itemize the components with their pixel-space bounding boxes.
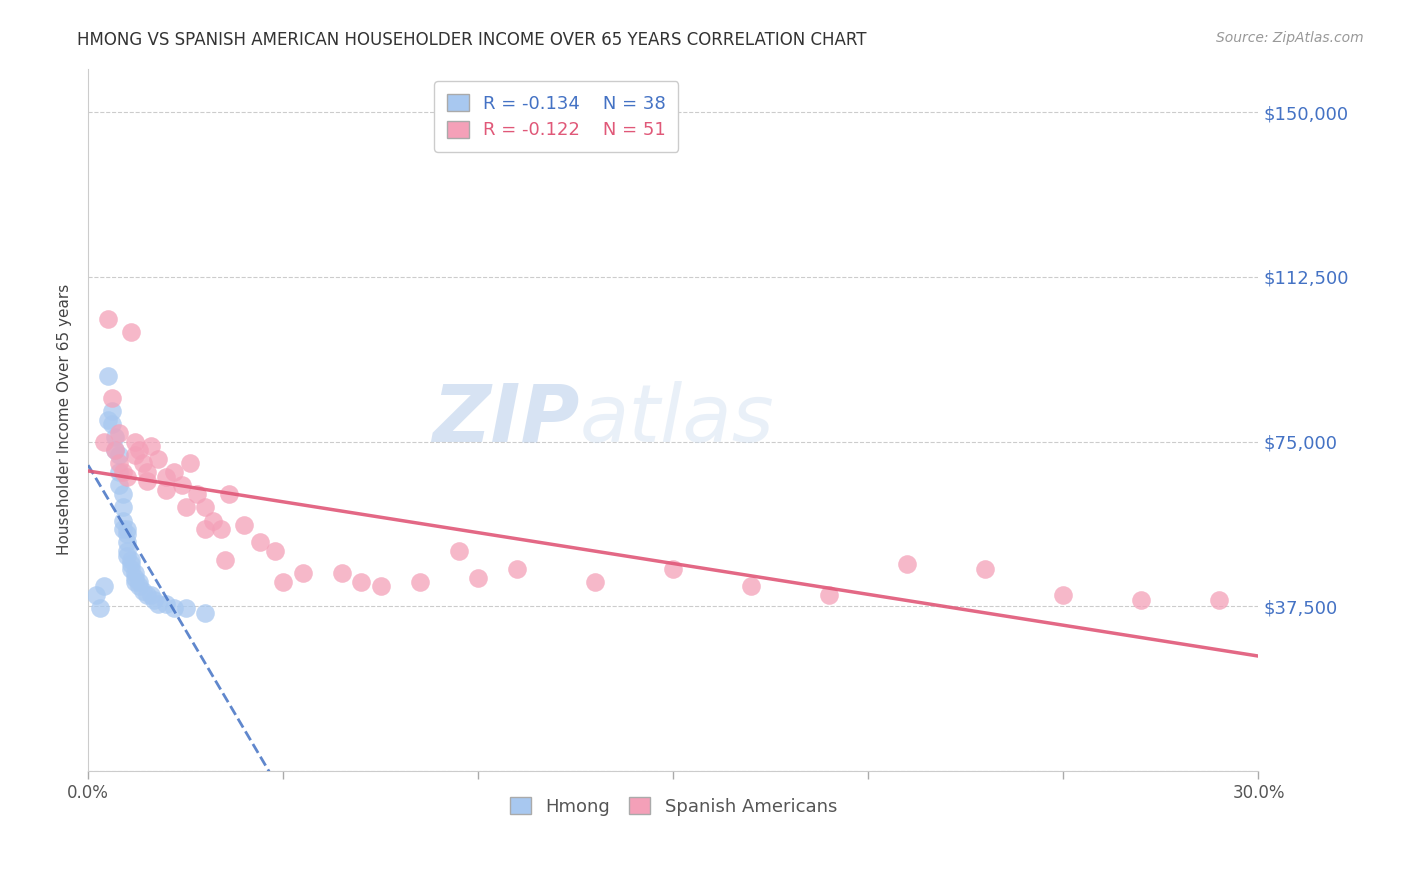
Point <box>124 434 146 449</box>
Point <box>214 553 236 567</box>
Point <box>174 601 197 615</box>
Point <box>112 522 135 536</box>
Point <box>112 500 135 515</box>
Point <box>818 588 841 602</box>
Point <box>89 601 111 615</box>
Text: Source: ZipAtlas.com: Source: ZipAtlas.com <box>1216 31 1364 45</box>
Point <box>135 588 157 602</box>
Point <box>120 558 142 572</box>
Point <box>662 562 685 576</box>
Y-axis label: Householder Income Over 65 years: Householder Income Over 65 years <box>58 284 72 555</box>
Point <box>128 579 150 593</box>
Point <box>115 522 138 536</box>
Point <box>1052 588 1074 602</box>
Point <box>194 522 217 536</box>
Point <box>120 553 142 567</box>
Point <box>139 439 162 453</box>
Point <box>108 465 131 479</box>
Point <box>124 571 146 585</box>
Point <box>124 574 146 589</box>
Point <box>124 566 146 581</box>
Point <box>143 592 166 607</box>
Point <box>201 514 224 528</box>
Text: ZIP: ZIP <box>432 381 579 458</box>
Point <box>370 579 392 593</box>
Legend: Hmong, Spanish Americans: Hmong, Spanish Americans <box>501 788 846 825</box>
Point <box>350 574 373 589</box>
Point <box>115 535 138 549</box>
Point <box>115 544 138 558</box>
Point <box>115 549 138 563</box>
Point <box>93 434 115 449</box>
Point <box>155 483 177 497</box>
Point <box>163 601 186 615</box>
Point <box>108 425 131 440</box>
Point <box>233 517 256 532</box>
Point <box>163 465 186 479</box>
Point <box>124 448 146 462</box>
Point <box>330 566 353 581</box>
Point <box>583 574 606 589</box>
Point <box>218 487 240 501</box>
Point <box>93 579 115 593</box>
Point <box>249 535 271 549</box>
Point <box>409 574 432 589</box>
Point <box>291 566 314 581</box>
Point <box>186 487 208 501</box>
Point <box>139 588 162 602</box>
Point <box>896 558 918 572</box>
Point <box>104 443 127 458</box>
Point <box>120 562 142 576</box>
Point <box>148 452 170 467</box>
Point <box>179 457 201 471</box>
Point <box>115 469 138 483</box>
Point <box>740 579 762 593</box>
Point <box>155 597 177 611</box>
Point <box>128 443 150 458</box>
Point <box>97 412 120 426</box>
Point <box>132 583 155 598</box>
Point <box>112 514 135 528</box>
Point <box>148 597 170 611</box>
Point <box>100 417 122 431</box>
Point <box>974 562 997 576</box>
Point <box>264 544 287 558</box>
Point <box>112 465 135 479</box>
Point <box>467 571 489 585</box>
Point <box>97 311 120 326</box>
Point <box>170 478 193 492</box>
Point <box>120 325 142 339</box>
Text: HMONG VS SPANISH AMERICAN HOUSEHOLDER INCOME OVER 65 YEARS CORRELATION CHART: HMONG VS SPANISH AMERICAN HOUSEHOLDER IN… <box>77 31 868 49</box>
Point <box>271 574 294 589</box>
Point <box>174 500 197 515</box>
Point <box>194 500 217 515</box>
Point <box>135 465 157 479</box>
Point <box>100 404 122 418</box>
Point <box>112 487 135 501</box>
Text: atlas: atlas <box>579 381 775 458</box>
Point <box>447 544 470 558</box>
Point <box>1208 592 1230 607</box>
Point <box>132 457 155 471</box>
Point <box>104 430 127 444</box>
Point <box>128 574 150 589</box>
Point <box>108 478 131 492</box>
Point <box>506 562 529 576</box>
Point <box>115 526 138 541</box>
Point <box>135 474 157 488</box>
Point <box>108 457 131 471</box>
Point <box>108 448 131 462</box>
Point <box>155 469 177 483</box>
Point <box>209 522 232 536</box>
Point <box>194 606 217 620</box>
Point <box>1130 592 1153 607</box>
Point <box>84 588 107 602</box>
Point <box>100 391 122 405</box>
Point <box>97 368 120 383</box>
Point <box>104 443 127 458</box>
